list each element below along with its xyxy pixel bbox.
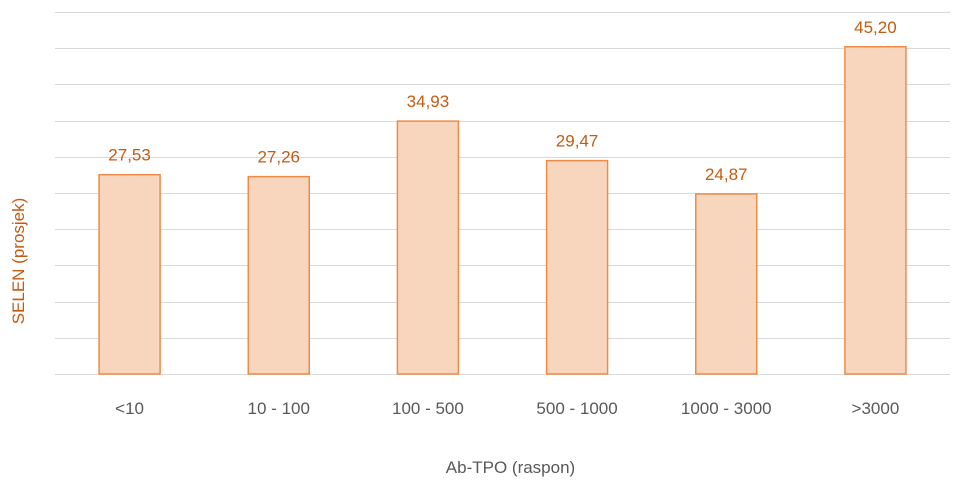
bar — [695, 193, 758, 375]
data-label: 29,47 — [556, 132, 599, 151]
x-tick-label: 1000 - 3000 — [681, 399, 772, 418]
bar — [545, 159, 609, 375]
data-label: 34,93 — [407, 92, 450, 111]
data-label: 24,87 — [705, 165, 748, 184]
x-tick-label: 10 - 100 — [248, 399, 310, 418]
x-tick-label: 500 - 1000 — [536, 399, 617, 418]
bar — [247, 175, 310, 375]
data-labels: 27,53 27,26 34,93 29,47 24,87 45,20 — [108, 18, 896, 184]
bar — [396, 120, 460, 375]
bars — [98, 46, 907, 375]
x-axis-title: Ab-TPO (raspon) — [446, 458, 575, 477]
bar — [844, 46, 907, 375]
x-axis-tick-labels: <10 10 - 100 100 - 500 500 - 1000 1000 - 300… — [115, 399, 899, 418]
y-axis-title: SELEN (prosjek) — [9, 198, 28, 325]
x-tick-label: 100 - 500 — [392, 399, 464, 418]
x-tick-label: >3000 — [852, 399, 900, 418]
data-label: 45,20 — [854, 18, 897, 37]
x-tick-label: <10 — [115, 399, 144, 418]
data-label: 27,53 — [108, 146, 151, 165]
gridlines — [55, 12, 950, 375]
bar — [98, 173, 161, 375]
data-label: 27,26 — [257, 148, 300, 167]
